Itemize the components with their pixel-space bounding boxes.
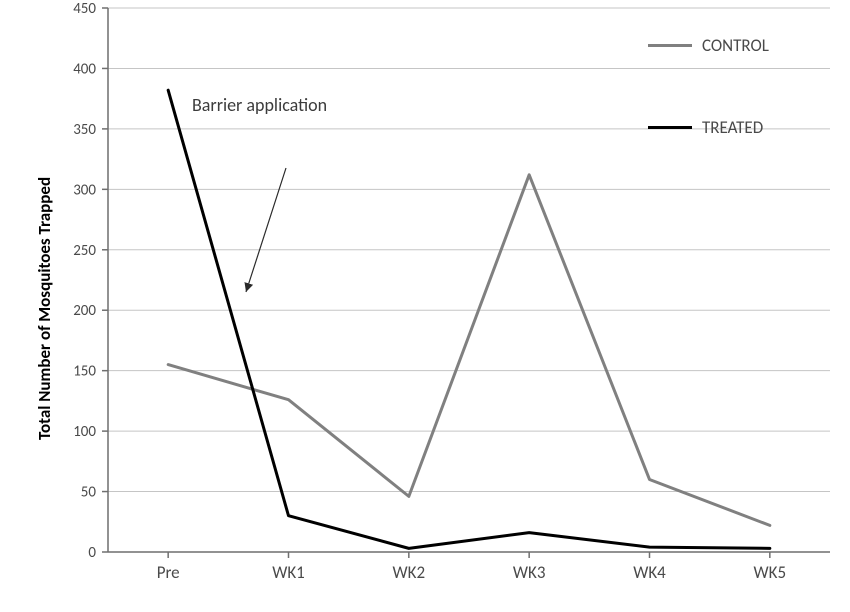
legend-swatch [648, 126, 692, 129]
svg-text:250: 250 [73, 242, 96, 260]
legend-label: CONTROL [692, 35, 769, 56]
svg-text:WK1: WK1 [272, 562, 305, 583]
legend: CONTROL TREATED [648, 32, 769, 140]
svg-text:WK4: WK4 [633, 562, 666, 583]
svg-text:400: 400 [73, 60, 96, 78]
legend-item-treated: TREATED [648, 114, 769, 140]
svg-text:50: 50 [81, 484, 97, 502]
svg-text:100: 100 [73, 423, 96, 441]
svg-text:200: 200 [73, 302, 96, 320]
svg-text:WK2: WK2 [393, 562, 426, 583]
legend-swatch [648, 44, 692, 47]
legend-item-control: CONTROL [648, 32, 769, 58]
annotation-barrier-application: Barrier application [192, 94, 327, 116]
svg-text:150: 150 [73, 363, 96, 381]
line-chart: 0 50 100 150 200 250 300 350 400 450 Pre WK1 WK2 WK3 W… [0, 0, 850, 612]
y-axis-label: Total Number of Mosquitoes Trapped [34, 177, 55, 440]
svg-text:WK3: WK3 [513, 562, 546, 583]
svg-text:350: 350 [73, 121, 96, 139]
svg-text:Pre: Pre [157, 562, 180, 583]
svg-text:300: 300 [73, 181, 96, 199]
svg-text:0: 0 [88, 544, 96, 562]
legend-label: TREATED [692, 117, 763, 138]
svg-text:WK5: WK5 [754, 562, 787, 583]
svg-text:450: 450 [73, 0, 96, 18]
